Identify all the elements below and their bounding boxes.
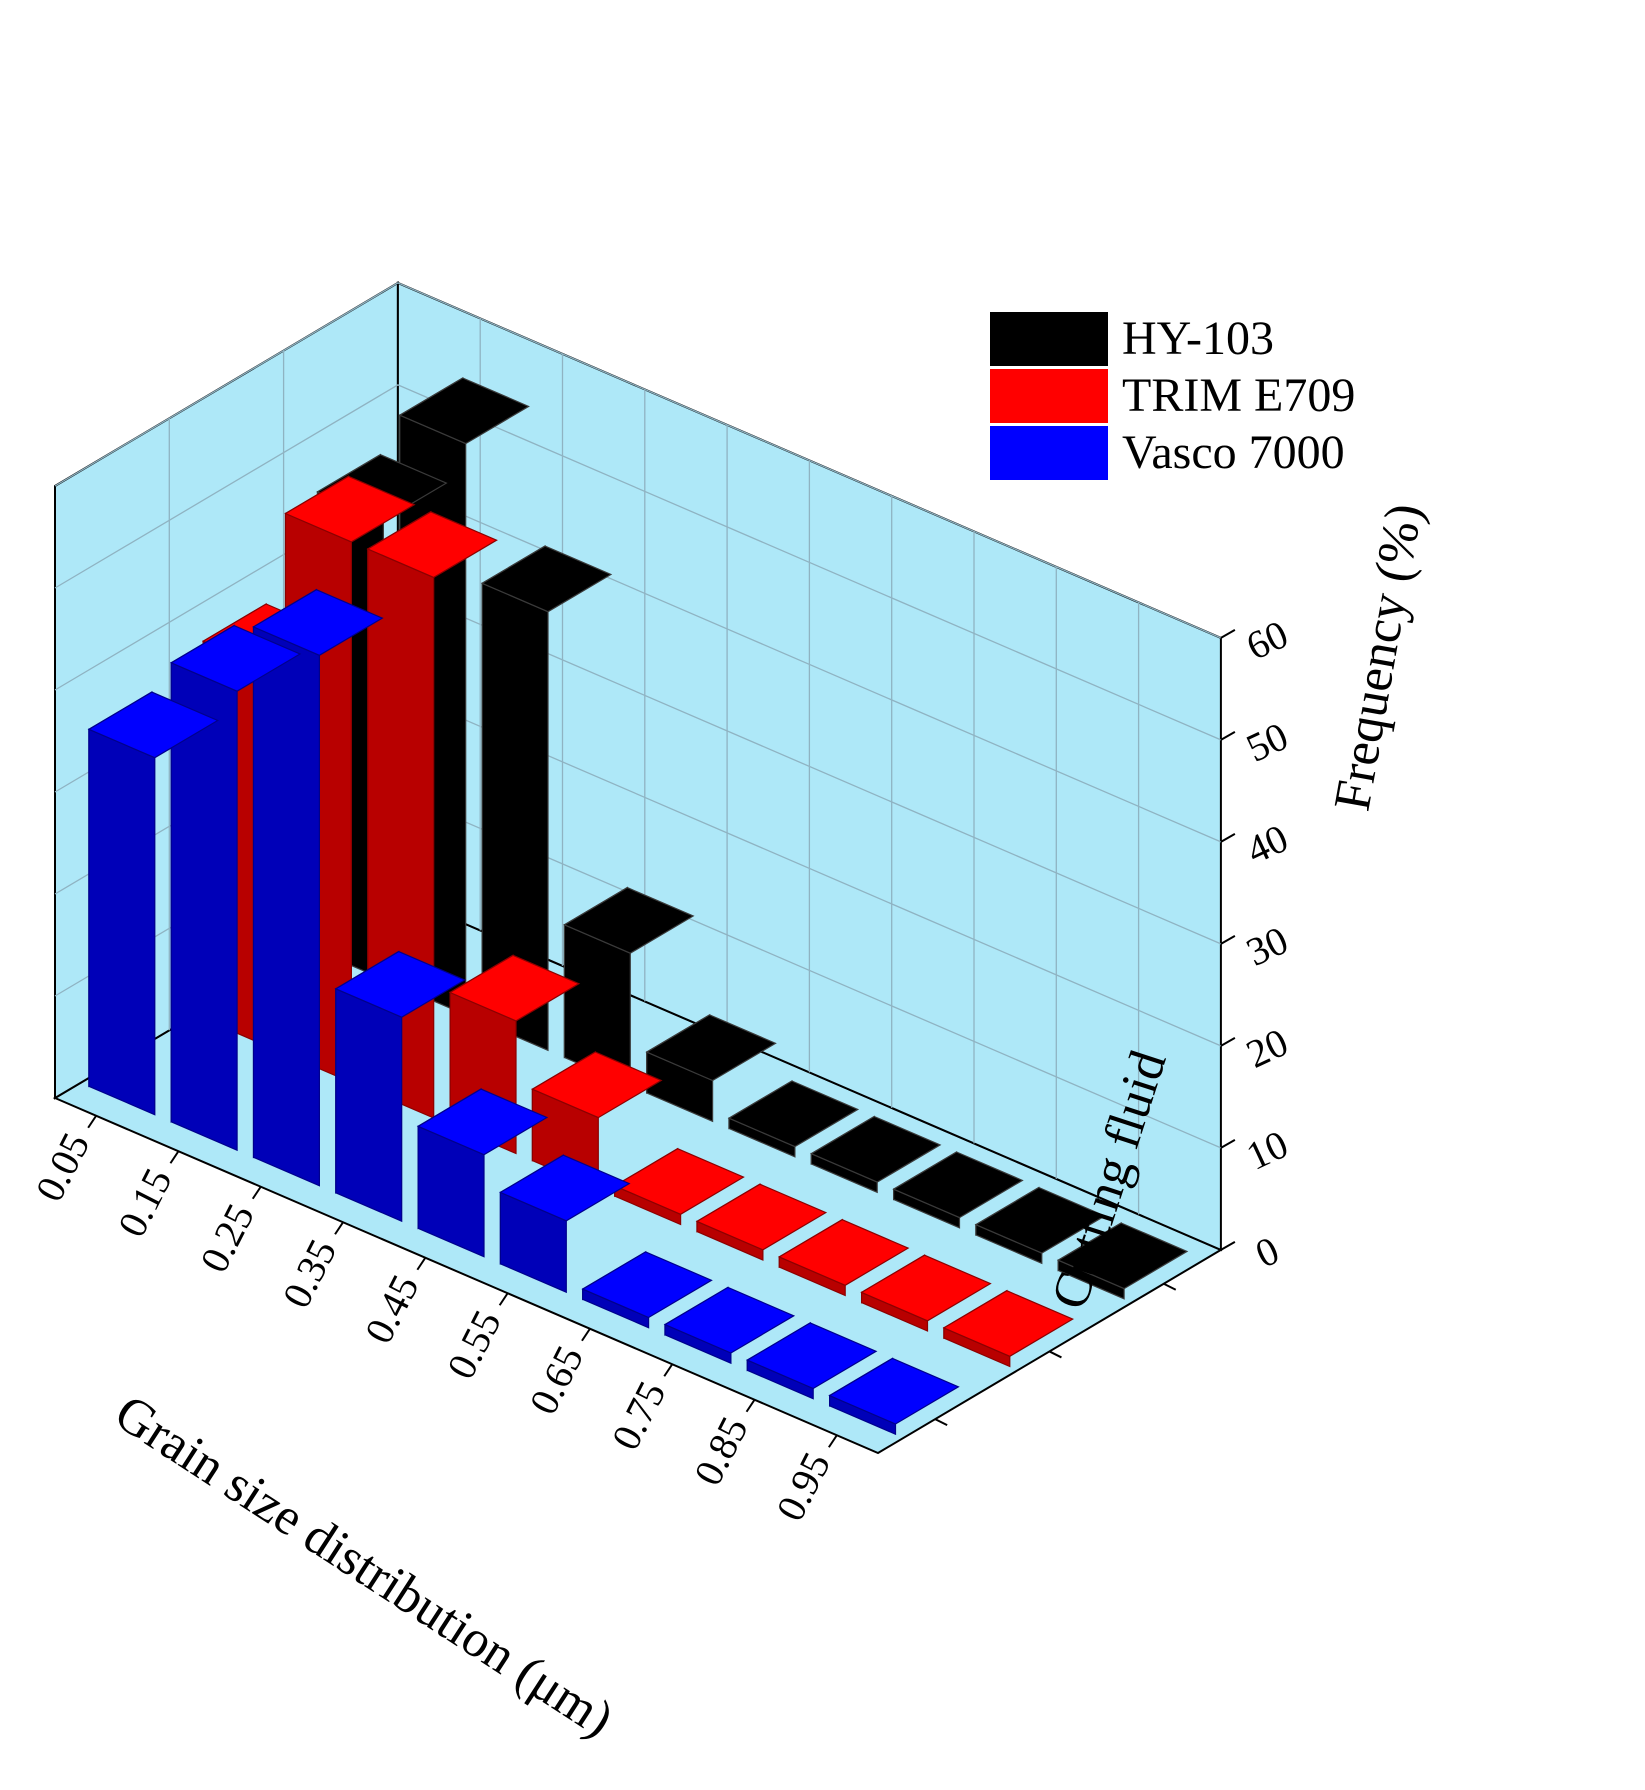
- z-tick-mark: [1220, 1241, 1236, 1251]
- x-tick-mark: [581, 1328, 591, 1342]
- legend-swatch: [990, 369, 1108, 423]
- bar-vasco-7000-0.05: [87, 691, 220, 1116]
- bar-vasco-7000-0.95: [828, 1357, 960, 1436]
- x-tick-mark: [87, 1115, 97, 1129]
- z-tick-mark: [1220, 1037, 1236, 1047]
- x-tick-label: 0.85: [685, 1410, 757, 1493]
- x-tick-label: 0.55: [438, 1303, 510, 1386]
- z-tick-mark: [1220, 731, 1236, 741]
- x-tick-mark: [169, 1150, 180, 1164]
- bar-vasco-7000-0.25: [252, 588, 384, 1187]
- z-tick-mark: [1220, 935, 1236, 945]
- bar-trim-e709-0.65: [695, 1183, 828, 1261]
- y-tick-mark: [1049, 1350, 1062, 1359]
- x-tick-mark: [251, 1186, 262, 1200]
- bar-vasco-7000-0.35: [334, 950, 466, 1223]
- bar-vasco-7000-0.85: [745, 1321, 878, 1400]
- z-tick-mark: [1220, 833, 1236, 843]
- legend-label: HY-103: [1122, 312, 1274, 365]
- legend-label: TRIM E709: [1122, 369, 1355, 422]
- z-tick-label: 20: [1239, 1019, 1294, 1077]
- x-tick-label: 0.95: [767, 1445, 839, 1528]
- z-tick-mark: [1220, 1139, 1236, 1149]
- bar-hy-103-0.65: [809, 1115, 942, 1194]
- z-tick-mark: [1220, 629, 1236, 639]
- bar-trim-e709-0.95: [942, 1289, 1075, 1368]
- bar-hy-103-0.25: [480, 545, 613, 1052]
- x-tick-label: 0.65: [520, 1339, 592, 1422]
- x-tick-label: 0.35: [273, 1232, 345, 1315]
- x-axis-title: Grain size distribution (μm): [105, 1384, 623, 1748]
- bar-hy-103-0.85: [974, 1186, 1107, 1265]
- z-tick-label: 50: [1239, 713, 1294, 771]
- x-tick-label: 0.75: [603, 1374, 675, 1457]
- bar-trim-e709-0.55: [613, 1147, 745, 1226]
- x-tick-label: 0.15: [109, 1161, 181, 1244]
- x-tick-mark: [416, 1257, 427, 1271]
- z-tick-label: 60: [1239, 611, 1294, 669]
- bar-hy-103-0.35: [563, 886, 695, 1087]
- x-tick-mark: [498, 1292, 509, 1306]
- bar-hy-103-0.45: [645, 1013, 777, 1123]
- bar-trim-e709-0.75: [777, 1218, 910, 1297]
- x-tick-label: 0.45: [356, 1268, 428, 1351]
- legend-swatch: [990, 426, 1108, 480]
- bar-vasco-7000-0.45: [416, 1088, 549, 1258]
- z-axis-title: Frequency (%): [1324, 499, 1434, 815]
- y-tick-mark: [1163, 1282, 1177, 1291]
- legend-swatch: [990, 312, 1108, 366]
- legend-item: TRIM E709: [990, 369, 1355, 423]
- z-tick-label: 30: [1239, 917, 1294, 975]
- z-tick-label: 40: [1239, 815, 1294, 873]
- x-tick-mark: [334, 1221, 344, 1235]
- z-tick-label: 10: [1239, 1121, 1294, 1179]
- x-tick-mark: [663, 1363, 674, 1377]
- x-tick-label: 0.25: [191, 1197, 263, 1280]
- bar-vasco-7000-0.65: [581, 1250, 713, 1329]
- x-tick-label: 0.05: [26, 1126, 98, 1209]
- x-tick-mark: [828, 1434, 838, 1448]
- bar-trim-e709-0.85: [860, 1254, 992, 1332]
- bar-hy-103-0.55: [727, 1079, 860, 1158]
- bar-vasco-7000-0.55: [499, 1154, 631, 1294]
- bar-vasco-7000-0.75: [663, 1286, 796, 1365]
- y-tick-mark: [934, 1418, 948, 1427]
- chart-bars: [87, 376, 1189, 1436]
- legend-item: Vasco 7000: [990, 426, 1345, 480]
- bar-hy-103-0.75: [892, 1150, 1024, 1229]
- legend-label: Vasco 7000: [1122, 426, 1345, 479]
- z-tick-label: 0: [1248, 1227, 1285, 1276]
- bar-hy-103-0.95: [1056, 1221, 1189, 1300]
- bar-vasco-7000-0.15: [169, 624, 302, 1152]
- x-tick-mark: [745, 1399, 756, 1413]
- legend-item: HY-103: [990, 312, 1274, 366]
